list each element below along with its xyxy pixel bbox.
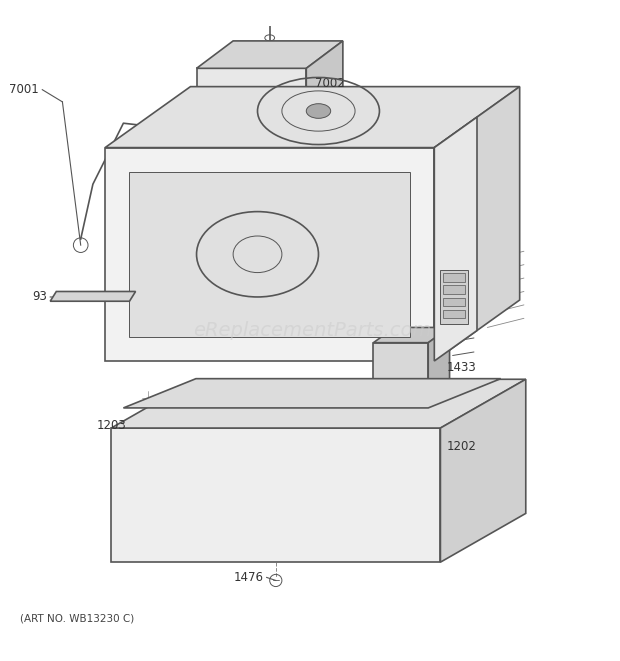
Text: eReplacementParts.com: eReplacementParts.com xyxy=(193,321,432,340)
Polygon shape xyxy=(435,117,477,361)
Text: 1202: 1202 xyxy=(446,440,476,453)
Polygon shape xyxy=(440,379,526,562)
Polygon shape xyxy=(373,342,428,397)
Polygon shape xyxy=(123,379,501,408)
Text: 7001: 7001 xyxy=(9,83,39,97)
Bar xyxy=(443,286,465,294)
Bar xyxy=(440,270,468,325)
Polygon shape xyxy=(373,327,450,342)
Polygon shape xyxy=(111,379,526,428)
Polygon shape xyxy=(111,428,440,562)
Bar xyxy=(130,172,410,336)
Text: 1433: 1433 xyxy=(446,361,476,373)
Polygon shape xyxy=(197,68,306,154)
Polygon shape xyxy=(197,41,343,68)
Polygon shape xyxy=(435,87,520,361)
Text: (ART NO. WB13230 C): (ART NO. WB13230 C) xyxy=(20,613,134,623)
Polygon shape xyxy=(105,87,520,147)
Text: 1476: 1476 xyxy=(234,571,264,584)
Bar xyxy=(443,310,465,319)
Bar xyxy=(443,297,465,306)
Text: 93: 93 xyxy=(32,290,47,303)
Polygon shape xyxy=(428,327,450,397)
Text: 1203: 1203 xyxy=(97,418,126,432)
Text: 7002: 7002 xyxy=(316,77,345,90)
Polygon shape xyxy=(105,147,435,361)
Ellipse shape xyxy=(306,104,330,118)
Bar xyxy=(443,273,465,282)
Polygon shape xyxy=(50,292,136,301)
Polygon shape xyxy=(306,41,343,154)
